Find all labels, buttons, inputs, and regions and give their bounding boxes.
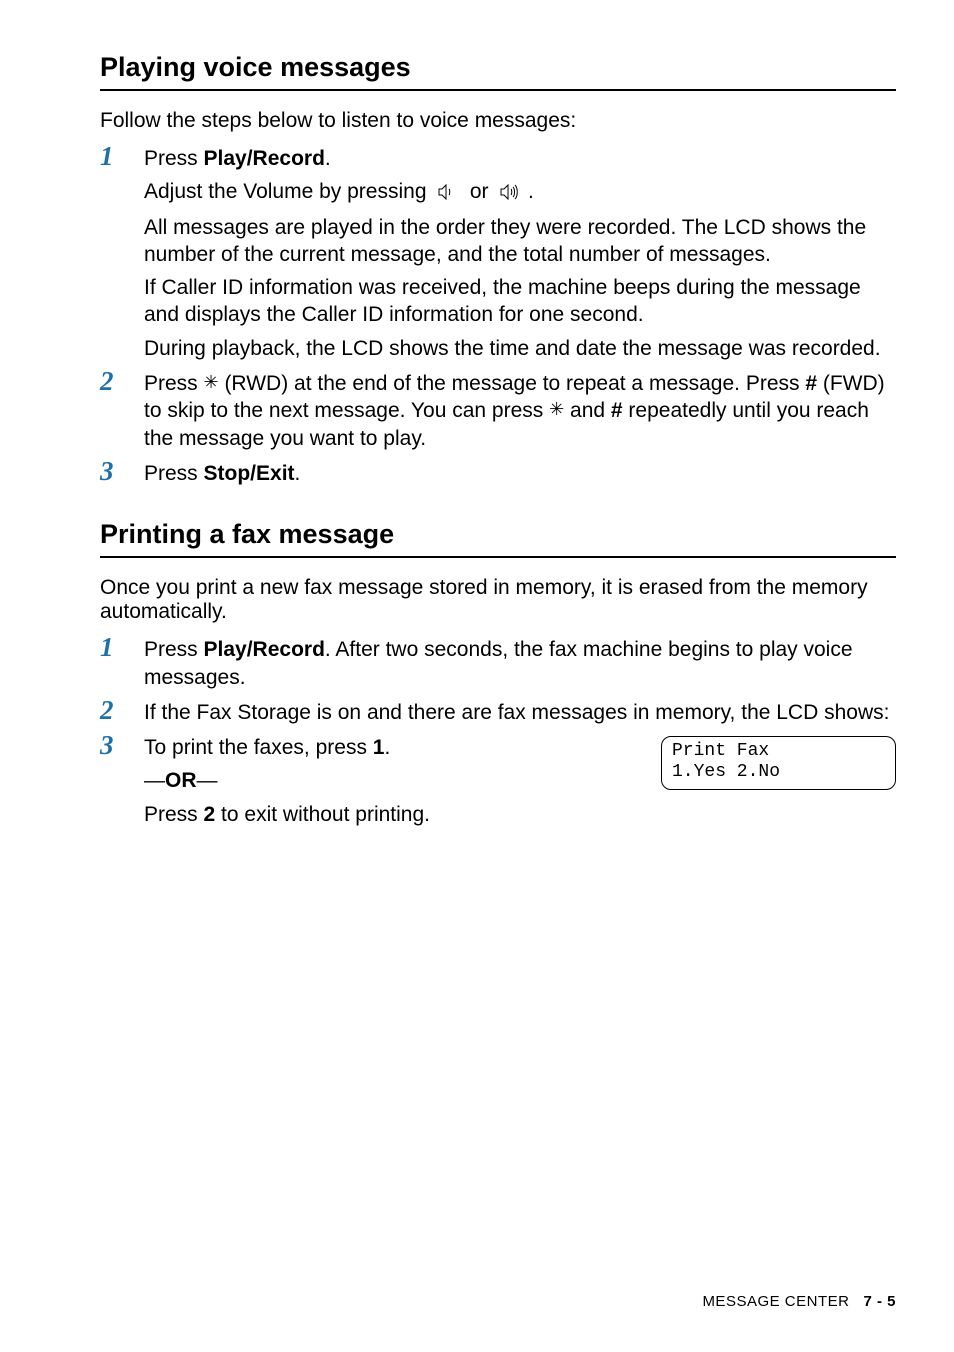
- step-body: Press Play/Record. Adjust the Volume by p…: [144, 145, 896, 362]
- lcd-display: Print Fax1.Yes 2.No: [661, 736, 896, 789]
- footer-label: MESSAGE CENTER: [702, 1293, 849, 1310]
- step-line: All messages are played in the order the…: [144, 214, 896, 269]
- page-footer: MESSAGE CENTER 7 - 5: [702, 1293, 896, 1310]
- step-line: Press Stop/Exit.: [144, 460, 896, 487]
- step-number: 2: [100, 366, 114, 397]
- step-number: 3: [100, 456, 114, 487]
- step-item: 1Press Play/Record.Adjust the Volume by …: [100, 145, 896, 362]
- step-number: 3: [100, 730, 114, 761]
- step-body: To print the faxes, press 1. —OR— Press 2 …: [144, 734, 896, 834]
- step-line: Press Play/Record. After two seconds, th…: [144, 636, 896, 691]
- step-line: If Caller ID information was received, t…: [144, 274, 896, 329]
- step-item: 1Press Play/Record. After two seconds, t…: [100, 636, 896, 691]
- footer-page: 7 - 5: [863, 1293, 896, 1310]
- step-body: Press Stop/Exit.: [144, 460, 896, 487]
- step-number: 1: [100, 141, 114, 172]
- step-body: Press ✳ (RWD) at the end of the message …: [144, 370, 896, 452]
- steps-printing: 1Press Play/Record. After two seconds, t…: [100, 636, 896, 834]
- step-line: Adjust the Volume by pressing or .: [144, 178, 896, 207]
- speaker-low-icon: [438, 180, 458, 207]
- step-line: During playback, the LCD shows the time …: [144, 335, 896, 362]
- section-lead-playing: Follow the steps below to listen to voic…: [100, 109, 896, 133]
- step-line: Press Play/Record.: [144, 145, 896, 172]
- step-body: If the Fax Storage is on and there are f…: [144, 699, 896, 726]
- step-line: —OR—: [144, 767, 653, 794]
- step-line: If the Fax Storage is on and there are f…: [144, 699, 896, 726]
- lcd-line: Print Fax: [672, 741, 885, 762]
- step-number: 1: [100, 632, 114, 663]
- section-lead-printing: Once you print a new fax message stored …: [100, 576, 896, 624]
- step-line: Press ✳ (RWD) at the end of the message …: [144, 370, 896, 452]
- step-line: Press 2 to exit without printing.: [144, 801, 653, 828]
- section-heading-playing: Playing voice messages: [100, 52, 896, 91]
- step-body: Press Play/Record. After two seconds, th…: [144, 636, 896, 691]
- lcd-line: 1.Yes 2.No: [672, 762, 885, 783]
- step-item: 3To print the faxes, press 1.—OR—Press 2…: [100, 734, 896, 834]
- steps-playing: 1Press Play/Record.Adjust the Volume by …: [100, 145, 896, 487]
- step-number: 2: [100, 695, 114, 726]
- step-item: 3Press Stop/Exit.: [100, 460, 896, 487]
- section-heading-printing: Printing a fax message: [100, 519, 896, 558]
- step-line: To print the faxes, press 1.: [144, 734, 653, 761]
- step-item: 2Press ✳ (RWD) at the end of the message…: [100, 370, 896, 452]
- step-item: 2If the Fax Storage is on and there are …: [100, 699, 896, 726]
- speaker-high-icon: [500, 180, 522, 207]
